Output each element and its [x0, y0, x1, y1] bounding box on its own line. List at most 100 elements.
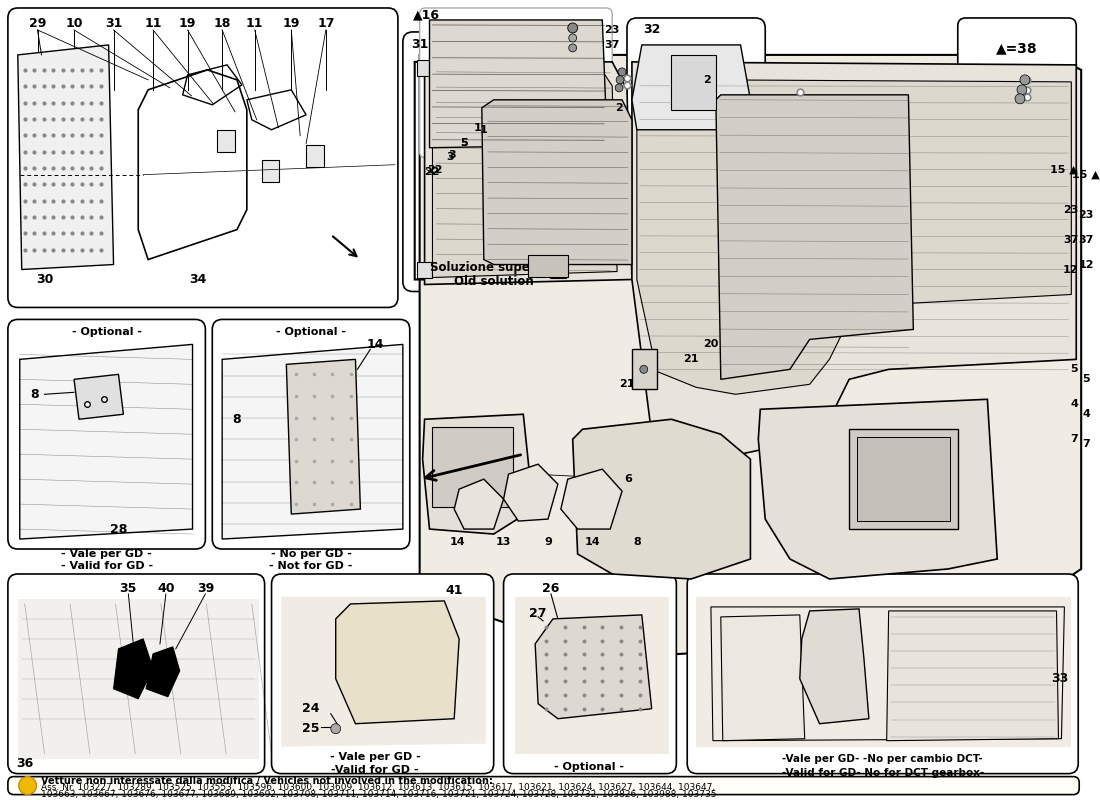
- Text: -Vale per GD- -No per cambio DCT-: -Vale per GD- -No per cambio DCT-: [782, 754, 983, 764]
- Text: ▲16: ▲16: [414, 9, 440, 22]
- Text: 20: 20: [703, 339, 718, 350]
- Text: 31: 31: [104, 18, 122, 30]
- Bar: [548, 40, 573, 70]
- Polygon shape: [146, 647, 179, 697]
- FancyBboxPatch shape: [8, 574, 265, 774]
- Text: 3: 3: [449, 150, 456, 160]
- Bar: [432, 427, 514, 507]
- Text: Soluzione superata: Soluzione superata: [430, 261, 558, 274]
- Text: -Valid for GD- No for DCT gearbox-: -Valid for GD- No for DCT gearbox-: [782, 768, 983, 778]
- Circle shape: [615, 84, 623, 92]
- Polygon shape: [631, 45, 750, 130]
- Text: 1: 1: [480, 125, 487, 134]
- Polygon shape: [425, 62, 631, 285]
- Text: 12: 12: [1063, 265, 1078, 274]
- Circle shape: [1020, 75, 1030, 85]
- Text: - Valid for GD -: - Valid for GD -: [60, 561, 153, 571]
- Text: 4: 4: [1070, 399, 1078, 410]
- Polygon shape: [454, 30, 538, 68]
- Text: 19: 19: [179, 18, 196, 30]
- Text: - Optional -: - Optional -: [554, 762, 625, 772]
- FancyBboxPatch shape: [403, 32, 585, 291]
- Circle shape: [1018, 85, 1027, 95]
- Text: 14: 14: [449, 537, 465, 547]
- FancyBboxPatch shape: [212, 319, 410, 549]
- Text: 5: 5: [460, 138, 467, 148]
- Polygon shape: [536, 615, 651, 718]
- Polygon shape: [113, 639, 153, 698]
- Polygon shape: [482, 100, 631, 265]
- Text: 23: 23: [1078, 210, 1093, 220]
- Text: 23: 23: [1063, 205, 1078, 214]
- Polygon shape: [631, 62, 1076, 454]
- Text: 8: 8: [30, 388, 38, 401]
- Bar: [857, 438, 950, 521]
- Text: 27: 27: [529, 607, 547, 621]
- Text: 37: 37: [605, 40, 620, 50]
- FancyBboxPatch shape: [688, 574, 1078, 774]
- Text: 15 ▲: 15 ▲: [1072, 170, 1100, 180]
- Polygon shape: [887, 611, 1058, 741]
- Text: 11: 11: [144, 18, 162, 30]
- Text: 21: 21: [619, 379, 635, 390]
- Text: - Vale per GD -: - Vale per GD -: [330, 752, 420, 762]
- Text: 39: 39: [197, 582, 215, 595]
- Text: - Vale per GD -: - Vale per GD -: [62, 549, 152, 559]
- Text: 36: 36: [16, 757, 33, 770]
- Text: 37: 37: [1078, 234, 1093, 245]
- Text: 29: 29: [29, 18, 46, 30]
- Text: 7: 7: [1070, 434, 1078, 444]
- FancyBboxPatch shape: [504, 574, 676, 774]
- Bar: [550, 60, 565, 76]
- Circle shape: [640, 366, 648, 374]
- Text: 21: 21: [683, 354, 698, 364]
- Text: 6: 6: [624, 474, 631, 484]
- Text: 32: 32: [644, 23, 660, 37]
- Text: 19: 19: [283, 18, 300, 30]
- Bar: [550, 262, 565, 278]
- Circle shape: [568, 23, 578, 33]
- Text: 10: 10: [65, 18, 82, 30]
- Circle shape: [616, 76, 624, 84]
- Text: 41: 41: [446, 585, 463, 598]
- Polygon shape: [720, 615, 805, 741]
- Text: 35: 35: [120, 582, 138, 595]
- Polygon shape: [432, 68, 617, 278]
- Polygon shape: [222, 344, 403, 539]
- Text: 12: 12: [1078, 259, 1093, 270]
- Circle shape: [331, 724, 341, 734]
- Polygon shape: [419, 55, 1081, 659]
- Text: 13: 13: [496, 537, 512, 547]
- Text: Vetture non interessate dalla modifica / Vehicles not involved in the modificati: Vetture non interessate dalla modifica /…: [42, 776, 493, 786]
- Text: - Optional -: - Optional -: [276, 327, 346, 338]
- Polygon shape: [74, 374, 123, 419]
- Bar: [217, 130, 235, 152]
- Text: autodoc: autodoc: [233, 160, 360, 239]
- Bar: [849, 430, 958, 529]
- FancyBboxPatch shape: [8, 319, 206, 549]
- Text: Old solution: Old solution: [454, 275, 534, 288]
- Text: 33: 33: [1052, 672, 1068, 686]
- Text: 5: 5: [460, 138, 467, 148]
- Bar: [417, 60, 432, 76]
- Text: autodoc: autodoc: [628, 559, 755, 638]
- Polygon shape: [422, 414, 534, 534]
- Text: 14: 14: [584, 537, 601, 547]
- Text: 31: 31: [411, 38, 428, 51]
- Text: 22: 22: [424, 166, 439, 177]
- Bar: [262, 160, 279, 182]
- Text: 3: 3: [447, 152, 454, 162]
- Text: 2: 2: [703, 75, 711, 85]
- Text: 9: 9: [544, 537, 552, 547]
- Text: - No per GD -: - No per GD -: [271, 549, 352, 559]
- Polygon shape: [454, 479, 504, 529]
- FancyBboxPatch shape: [272, 574, 494, 774]
- FancyBboxPatch shape: [8, 8, 398, 307]
- Text: ▲=38: ▲=38: [997, 41, 1037, 55]
- Text: 14: 14: [366, 338, 384, 351]
- Text: 40: 40: [157, 582, 175, 595]
- Polygon shape: [18, 45, 113, 270]
- Text: 8: 8: [233, 413, 241, 426]
- Text: 26: 26: [542, 582, 560, 595]
- Bar: [417, 262, 432, 278]
